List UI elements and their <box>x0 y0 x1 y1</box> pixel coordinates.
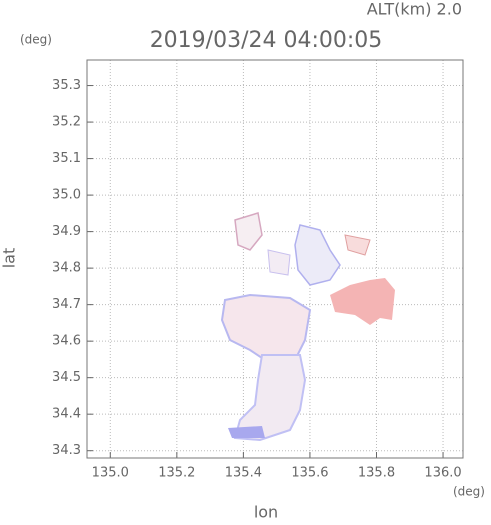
plot-frame <box>86 59 464 459</box>
echo-region <box>228 426 265 438</box>
x-tick-label: 135.8 <box>358 466 395 481</box>
y-tick-label: 34.5 <box>52 370 81 385</box>
y-tick-label: 35.1 <box>52 151 81 166</box>
echo-region <box>294 224 341 286</box>
y-tick-label: 35.2 <box>52 115 81 130</box>
echo-region <box>344 234 371 256</box>
echo-region <box>220 293 312 361</box>
y-tick-label: 35.0 <box>52 188 81 203</box>
y-tick-label: 34.8 <box>52 261 81 276</box>
y-tick-label: 34.3 <box>52 443 81 458</box>
echo-field <box>220 212 395 442</box>
chart-title: 2019/03/24 04:00:05 <box>150 28 383 53</box>
echo-region <box>267 249 291 276</box>
x-tick-label: 135.6 <box>291 466 328 481</box>
y-unit: (deg) <box>20 33 52 47</box>
x-unit: (deg) <box>453 485 485 499</box>
x-tick-label: 136.0 <box>424 466 461 481</box>
y-axis-label: lat <box>0 248 19 269</box>
y-tick-label: 34.6 <box>52 334 81 349</box>
y-tick-label: 34.7 <box>52 297 81 312</box>
echo-region <box>234 212 263 251</box>
y-tick-label: 34.4 <box>52 407 81 422</box>
y-tick-label: 34.9 <box>52 224 81 239</box>
x-axis-label: lon <box>254 503 278 522</box>
echo-region <box>233 354 307 442</box>
x-tick-label: 135.0 <box>92 466 129 481</box>
echo-region <box>330 278 395 325</box>
y-tick-label: 35.3 <box>52 78 81 93</box>
x-tick-label: 135.4 <box>225 466 262 481</box>
altitude-label: ALT(km) 2.0 <box>367 0 462 19</box>
x-tick-label: 135.2 <box>158 466 195 481</box>
